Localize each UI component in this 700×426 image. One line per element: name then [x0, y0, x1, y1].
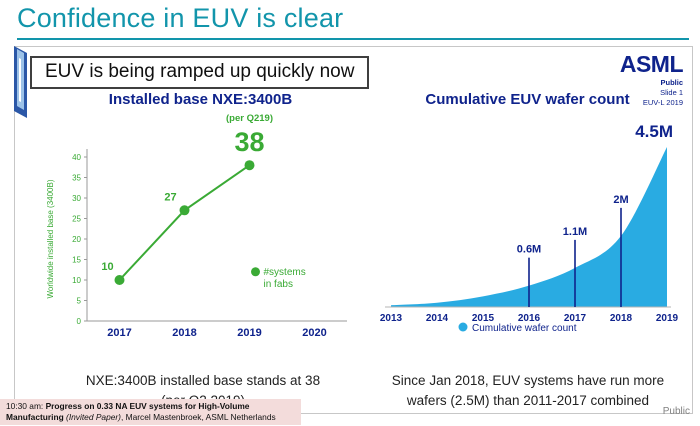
svg-text:2M: 2M [613, 194, 628, 206]
svg-text:2016: 2016 [518, 313, 541, 324]
svg-text:20: 20 [72, 235, 81, 244]
svg-text:4.5M: 4.5M [635, 122, 673, 141]
svg-text:2020: 2020 [302, 327, 326, 339]
svg-text:#systems: #systems [264, 267, 306, 278]
svg-text:2017: 2017 [564, 313, 587, 324]
logo-meta: Public Slide 1 EUV-L 2019 [620, 78, 683, 108]
slide-title: EUV is being ramped up quickly now [30, 56, 370, 89]
asml-logo: ASML [619, 51, 684, 77]
svg-text:(per Q219): (per Q219) [226, 113, 273, 124]
svg-text:10: 10 [101, 261, 113, 273]
svg-text:1.1M: 1.1M [563, 226, 587, 238]
schedule-paper-type: (Invited Paper) [66, 411, 121, 422]
svg-text:38: 38 [234, 127, 264, 157]
svg-text:27: 27 [164, 191, 176, 203]
wafer-count-area-chart: 2013 2014 2015 2016 2017 2018 2019 0.6M 1.1M 2M 4.… [380, 122, 679, 334]
svg-text:2018: 2018 [172, 327, 196, 339]
footer-public-label: Public [662, 406, 690, 417]
asml-logo-block: ASML Public Slide 1 EUV-L 2019 [619, 51, 684, 108]
schedule-banner: 10:30 am: Progress on 0.33 NA EUV system… [0, 399, 301, 425]
svg-text:10: 10 [72, 276, 81, 285]
svg-text:15: 15 [72, 255, 81, 264]
schedule-authors: , Marcel Mastenbroek, ASML Netherlands [120, 411, 276, 422]
svg-text:2014: 2014 [426, 313, 449, 324]
slide-edge-decoration [14, 46, 27, 118]
svg-text:2019: 2019 [656, 313, 679, 324]
installed-base-line-chart: 0 5 10 15 20 25 30 35 40 2017 2018 2019 2020 10 27 38 (p… [46, 113, 347, 339]
svg-text:2019: 2019 [237, 327, 261, 339]
schedule-time: 10:30 am: [6, 401, 44, 411]
svg-text:0: 0 [77, 317, 82, 326]
right-chart-caption: Since Jan 2018, EUV systems have run mor… [373, 371, 683, 410]
svg-text:5: 5 [77, 296, 82, 305]
svg-text:2017: 2017 [107, 327, 131, 339]
svg-text:2013: 2013 [380, 313, 403, 324]
svg-text:25: 25 [72, 214, 81, 223]
page-title: Confidence in EUV is clear [17, 3, 344, 33]
left-chart-title: Installed base NXE:3400B [108, 91, 293, 108]
right-caption-line2: wafers (2.5M) than 2011-2017 combined [406, 392, 650, 408]
svg-text:2015: 2015 [472, 313, 495, 324]
svg-text:Worldwide installed base (3400: Worldwide installed base (3400B) [46, 179, 55, 298]
right-caption-line1: Since Jan 2018, EUV systems have run mor… [391, 373, 665, 388]
svg-text:Cumulative wafer count: Cumulative wafer count [472, 323, 577, 334]
schedule-title: Progress on 0.33 NA EUV systems for High… [6, 401, 250, 422]
svg-text:0.6M: 0.6M [517, 244, 541, 256]
slide: EUV is being ramped up quickly now ASML … [14, 46, 693, 414]
svg-text:30: 30 [72, 194, 81, 203]
svg-text:35: 35 [72, 173, 81, 182]
logo-event: EUV-L 2019 [642, 98, 683, 108]
svg-text:2018: 2018 [610, 313, 633, 324]
title-underline [17, 38, 689, 40]
svg-text:in fabs: in fabs [264, 279, 293, 290]
logo-classification: Public [660, 78, 683, 87]
left-caption-line1: NXE:3400B installed base stands at 38 [85, 373, 321, 388]
svg-text:40: 40 [72, 153, 81, 162]
logo-slide-number: Slide 1 [660, 88, 683, 98]
right-chart-title: Cumulative EUV wafer count [425, 91, 630, 108]
